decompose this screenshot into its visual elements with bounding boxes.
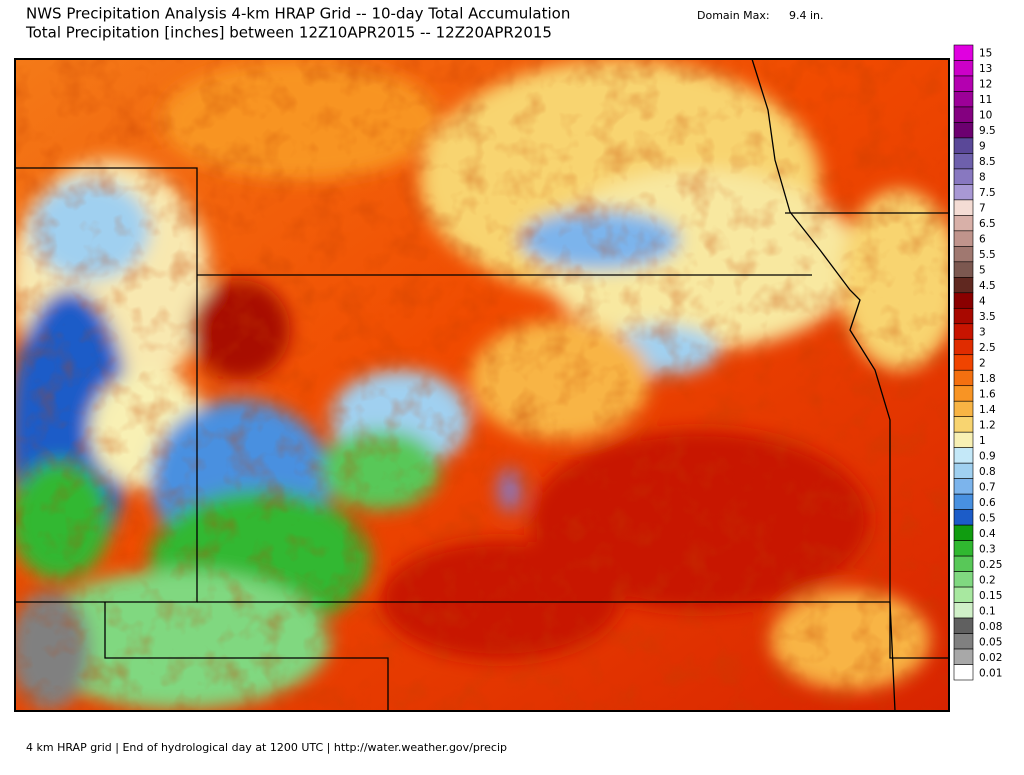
legend-swatch xyxy=(953,571,974,588)
legend-swatch xyxy=(953,44,974,61)
legend-label: 12 xyxy=(979,79,992,91)
legend-label: 1.6 xyxy=(979,388,996,400)
map-frame xyxy=(14,58,950,712)
legend-label: 0.3 xyxy=(979,543,996,555)
legend-label: 0.08 xyxy=(979,621,1002,633)
legend-swatch xyxy=(953,60,974,77)
legend-label: 5.5 xyxy=(979,249,996,261)
legend-swatch xyxy=(953,462,974,479)
legend-label: 0.8 xyxy=(979,466,996,478)
legend-swatch xyxy=(953,91,974,108)
legend-label: 6 xyxy=(979,234,986,246)
precip-map xyxy=(15,59,949,711)
legend-label: 7 xyxy=(979,203,986,215)
legend-swatch xyxy=(953,524,974,541)
legend-swatch xyxy=(953,509,974,526)
legend-label: 8.5 xyxy=(979,156,996,168)
subtitle: Total Precipitation [inches] between 12Z… xyxy=(25,24,552,42)
legend-swatch xyxy=(953,184,974,201)
legend-swatch xyxy=(953,400,974,418)
legend-label: 11 xyxy=(979,94,992,106)
legend-swatch xyxy=(953,648,974,665)
legend-label: 0.25 xyxy=(979,559,1002,571)
legend-label: 6.5 xyxy=(979,218,996,230)
state-borders xyxy=(15,59,949,711)
domain-max-label: Domain Max: xyxy=(697,9,770,22)
legend-label: 0.6 xyxy=(979,497,996,509)
legend-swatch xyxy=(953,153,974,170)
legend-label: 0.9 xyxy=(979,450,996,462)
legend: 15131211109.598.587.576.565.554.543.532.… xyxy=(953,44,1002,681)
legend-swatch xyxy=(953,261,974,278)
legend-label: 1 xyxy=(979,435,986,447)
legend-swatch xyxy=(953,555,974,572)
legend-label: 3.5 xyxy=(979,311,996,323)
legend-swatch xyxy=(953,292,974,309)
legend-swatch xyxy=(953,664,974,681)
legend-swatch xyxy=(953,416,974,433)
domain-max-value: 9.4 in. xyxy=(789,9,824,22)
legend-label: 9 xyxy=(979,141,986,153)
legend-label: 7.5 xyxy=(979,187,996,199)
legend-label: 0.7 xyxy=(979,481,996,493)
legend-swatch xyxy=(953,307,974,325)
legend-swatch xyxy=(953,277,974,294)
legend-label: 4.5 xyxy=(979,280,996,292)
legend-label: 0.01 xyxy=(979,667,1002,679)
legend-label: 0.4 xyxy=(979,528,996,540)
legend-swatch xyxy=(953,230,974,247)
legend-swatch xyxy=(953,540,974,557)
legend-label: 0.02 xyxy=(979,652,1002,664)
legend-swatch xyxy=(953,246,974,263)
legend-swatch xyxy=(953,215,974,232)
legend-swatch xyxy=(953,478,974,495)
legend-swatch xyxy=(953,602,974,619)
legend-label: 0.05 xyxy=(979,636,1002,648)
legend-label: 5 xyxy=(979,265,986,277)
map-texture xyxy=(15,59,949,711)
title: NWS Precipitation Analysis 4-km HRAP Gri… xyxy=(26,5,570,23)
legend-swatch xyxy=(953,137,974,154)
legend-swatch xyxy=(953,323,974,340)
legend-swatch xyxy=(953,354,974,371)
legend-label: 2 xyxy=(979,358,986,370)
legend-label: 15 xyxy=(979,48,992,60)
legend-label: 1.4 xyxy=(979,404,996,416)
legend-swatch xyxy=(953,75,974,92)
legend-swatch xyxy=(953,385,974,402)
legend-label: 4 xyxy=(979,296,986,308)
legend-swatch xyxy=(953,431,974,448)
legend-swatch xyxy=(953,199,974,216)
legend-swatch xyxy=(953,633,974,650)
legend-swatch xyxy=(953,617,974,634)
legend-label: 0.1 xyxy=(979,605,996,617)
legend-label: 8 xyxy=(979,172,986,184)
legend-label: 2.5 xyxy=(979,342,996,354)
legend-swatch xyxy=(953,168,974,185)
legend-swatch xyxy=(953,493,974,510)
legend-label: 1.8 xyxy=(979,373,996,385)
legend-swatch xyxy=(953,122,974,139)
legend-label: 0.2 xyxy=(979,574,996,586)
legend-swatch xyxy=(953,447,974,464)
legend-label: 0.5 xyxy=(979,512,996,524)
legend-swatch xyxy=(953,369,974,387)
legend-swatch xyxy=(953,338,974,356)
footer: 4 km HRAP grid | End of hydrological day… xyxy=(26,741,507,754)
legend-label: 1.2 xyxy=(979,419,996,431)
legend-label: 3 xyxy=(979,327,986,339)
legend-label: 0.15 xyxy=(979,590,1002,602)
legend-swatch xyxy=(953,106,974,123)
legend-label: 13 xyxy=(979,63,992,75)
legend-label: 9.5 xyxy=(979,125,996,137)
legend-label: 10 xyxy=(979,110,992,122)
legend-swatch xyxy=(953,586,974,603)
